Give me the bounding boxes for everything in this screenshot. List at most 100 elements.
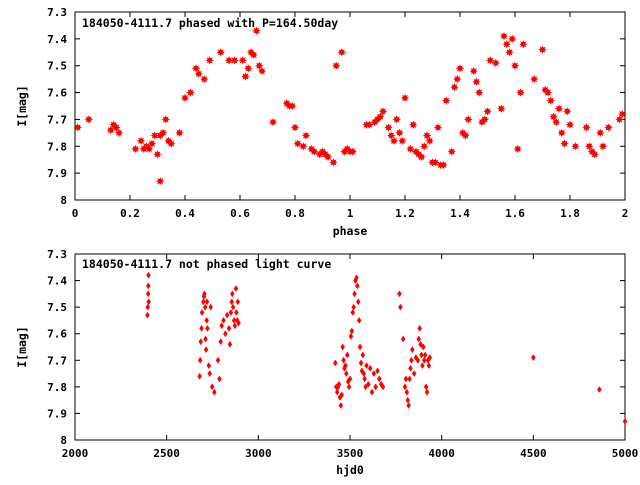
data-point-2-30 [223,330,228,338]
y-tick-label-1-0: 7.3 [47,6,67,19]
data-point-1-100 [491,58,500,68]
data-point-2-2 [145,290,151,298]
y-tick-label-2-1: 7.4 [47,275,67,288]
y-tick-label-1-7: 8 [60,194,67,207]
data-point-2-100 [410,346,415,354]
data-point-2-3 [146,282,151,290]
data-point-2-93 [403,375,409,383]
data-point-1-47 [310,147,319,156]
data-point-1-81 [431,158,440,167]
data-point-1-73 [409,120,418,129]
data-point-2-54 [341,356,346,364]
data-point-1-104 [505,48,514,57]
data-point-2-61 [347,375,353,383]
data-point-2-0 [145,311,150,319]
data-point-1-14 [156,177,165,186]
data-point-2-117 [531,354,536,362]
data-point-2-88 [380,383,386,391]
y-tick-label-2-6: 7.9 [47,407,67,420]
data-point-2-57 [344,370,349,378]
data-point-1-11 [147,139,157,148]
data-point-1-31 [241,72,250,81]
data-point-1-85 [442,96,451,105]
data-point-1-4 [112,123,121,132]
data-point-2-69 [355,282,360,290]
y-tick-label-2-2: 7.5 [47,301,67,314]
data-point-1-28 [224,56,234,65]
data-point-2-5 [146,298,152,306]
data-point-2-25 [215,356,221,364]
data-point-1-23 [191,64,201,73]
data-point-1-72 [406,144,415,154]
data-point-1-84 [439,160,448,170]
x-tick-label-2-1: 2500 [153,447,180,460]
data-point-2-106 [418,340,423,348]
data-point-2-45 [333,359,338,367]
data-point-2-17 [204,316,209,324]
data-point-1-88 [453,74,462,84]
y-tick-label-1-4: 7.7 [47,113,67,126]
data-point-1-2 [106,126,115,135]
data-point-2-32 [226,324,232,332]
data-point-2-11 [201,298,206,306]
data-point-2-98 [408,364,413,372]
chart-title-2: 184050-4111.7 not phased light curve [82,257,331,271]
data-point-2-6 [197,372,202,380]
x-tick-label-1-0: 0 [72,207,79,220]
data-point-1-120 [563,107,572,116]
data-point-1-87 [450,83,459,92]
data-point-2-111 [422,351,428,359]
data-point-1-58 [348,147,357,156]
data-point-2-34 [228,309,234,316]
data-point-2-103 [415,356,421,364]
data-point-1-108 [516,88,525,97]
data-point-2-84 [373,383,378,391]
data-point-1-29 [230,56,239,65]
chart-title-1: 184050-4111.7 phased with P=164.50day [82,16,338,30]
y-axis-label-1: I[mag] [15,85,29,127]
data-point-2-1 [145,303,151,311]
data-point-2-109 [421,343,426,351]
data-point-2-85 [375,367,380,375]
data-point-1-91 [461,131,470,140]
data-point-1-86 [447,147,456,156]
data-point-2-108 [420,362,425,370]
data-point-2-18 [204,298,210,306]
data-point-1-71 [400,93,410,103]
data-point-2-9 [199,324,204,332]
data-point-1-124 [585,142,594,151]
data-point-2-37 [230,303,236,311]
data-point-1-26 [205,56,214,65]
data-point-1-94 [472,77,481,86]
data-point-1-1 [84,115,93,124]
data-point-2-96 [406,402,411,409]
data-point-2-58 [344,351,350,359]
data-point-2-23 [209,383,215,391]
data-point-2-64 [350,309,356,316]
data-point-1-79 [425,136,434,146]
data-point-1-119 [560,139,569,148]
data-point-1-89 [455,64,465,73]
x-tick-label-1-5: 1 [347,207,354,220]
data-point-2-71 [356,316,362,324]
data-point-1-97 [480,115,489,124]
data-point-1-130 [615,115,624,124]
data-point-1-105 [508,34,517,44]
data-point-1-131 [618,109,627,119]
data-point-2-60 [346,383,352,391]
data-point-1-113 [543,88,553,97]
data-point-2-28 [219,322,224,330]
data-point-1-63 [376,112,385,121]
data-point-2-40 [233,285,239,292]
y-tick-label-1-5: 7.8 [47,140,67,153]
data-point-2-70 [355,298,361,306]
data-point-2-51 [338,402,344,409]
data-point-1-25 [200,74,209,84]
data-point-1-20 [175,128,184,138]
data-point-2-29 [221,316,226,324]
y-tick-label-2-4: 7.7 [47,354,67,367]
data-point-1-118 [557,128,566,138]
data-point-1-24 [194,69,203,78]
x-tick-label-1-2: 0.4 [175,207,195,220]
